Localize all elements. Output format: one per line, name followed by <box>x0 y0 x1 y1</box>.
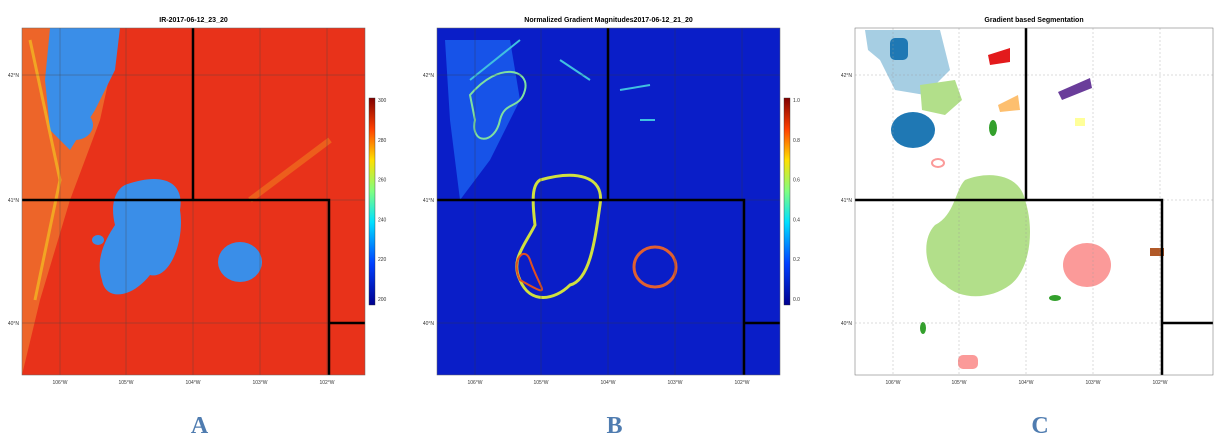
y-tick-label: 40°N <box>423 321 435 327</box>
x-tick-label: 102°W <box>734 380 749 386</box>
y-tick-label: 42°N <box>423 73 435 79</box>
state-border <box>22 28 365 375</box>
x-tick-label: 105°W <box>533 380 548 386</box>
colorbar-tick-label: 0.0 <box>793 297 800 303</box>
colorbar-tick-label: 260 <box>378 178 387 184</box>
x-tick-label: 103°W <box>252 380 267 386</box>
colorbar-tick-label: 0.2 <box>793 257 800 263</box>
x-tick-label: 102°W <box>1152 380 1167 386</box>
panel-title: IR-2017-06-12_23_20 <box>159 17 228 24</box>
panel-title: Normalized Gradient Magnitudes2017-06-12… <box>524 17 693 24</box>
panel-letter: B <box>606 413 622 439</box>
segmentation-image <box>855 28 1213 375</box>
colorbar-tick-label: 300 <box>378 98 387 104</box>
x-tick-label: 106°W <box>467 380 482 386</box>
x-tick-label: 102°W <box>319 380 334 386</box>
plot-frame <box>436 27 781 376</box>
colorbar-tick-label: 0.6 <box>793 178 800 184</box>
panel-letter: C <box>1031 413 1048 439</box>
colorbar <box>783 97 791 306</box>
panel-title: Gradient based Segmentation <box>984 17 1083 24</box>
x-tick-label: 104°W <box>185 380 200 386</box>
colorbar-tick-label: 1.0 <box>793 98 800 104</box>
y-tick-label: 41°N <box>8 198 20 204</box>
colorbar-tick-label: 200 <box>378 297 387 303</box>
x-tick-label: 105°W <box>951 380 966 386</box>
state-border <box>437 28 780 375</box>
colorbar-tick-label: 220 <box>378 257 387 263</box>
state-border <box>855 28 1213 375</box>
plot-frame <box>854 27 1214 376</box>
y-tick-label: 40°N <box>8 321 20 327</box>
plot-frame <box>21 27 366 376</box>
y-tick-label: 42°N <box>8 73 20 79</box>
x-tick-label: 103°W <box>1085 380 1100 386</box>
y-tick-label: 40°N <box>841 321 853 327</box>
colorbar-tick-label: 0.4 <box>793 217 800 223</box>
colorbar-tick-label: 280 <box>378 138 387 144</box>
x-tick-label: 104°W <box>1018 380 1033 386</box>
panel-letter: A <box>191 413 209 439</box>
colorbar-tick-label: 240 <box>378 217 387 223</box>
y-tick-label: 42°N <box>841 73 853 79</box>
x-tick-label: 103°W <box>667 380 682 386</box>
colorbar <box>368 97 376 306</box>
x-tick-label: 106°W <box>52 380 67 386</box>
x-tick-label: 105°W <box>118 380 133 386</box>
y-tick-label: 41°N <box>841 198 853 204</box>
x-tick-label: 106°W <box>885 380 900 386</box>
y-tick-label: 41°N <box>423 198 435 204</box>
colorbar-tick-label: 0.8 <box>793 138 800 144</box>
x-tick-label: 104°W <box>600 380 615 386</box>
